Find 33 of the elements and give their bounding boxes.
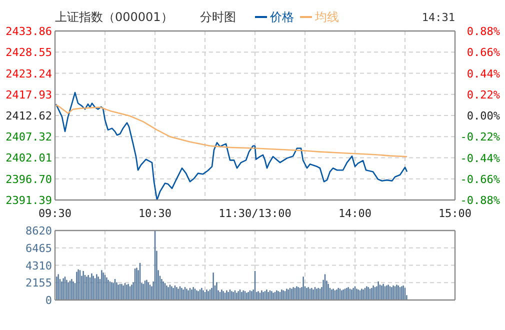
y-tick-label: 0 — [45, 294, 52, 307]
y-tick-label: 2412.62 — [6, 110, 52, 123]
y2-tick-label: 0.66% — [466, 46, 500, 60]
text: 14:31 — [422, 11, 455, 24]
y-tick-label: 2433.86 — [6, 25, 52, 38]
y-tick-label: 6465 — [26, 242, 52, 255]
y-tick-label: 4310 — [26, 259, 52, 272]
y2-tick-label: -0.44% — [460, 152, 500, 165]
y-tick-label: 2402.01 — [6, 152, 52, 165]
y2-tick-label: -0.22% — [460, 130, 500, 144]
y2-tick-label: 0.44% — [466, 67, 500, 80]
x-tick-label: 15:00 — [438, 207, 472, 220]
y2-tick-label: 0.00% — [466, 110, 500, 122]
y-tick-label: 2396.70 — [6, 172, 52, 186]
x-tick-label: 11:30/13:00 — [218, 207, 292, 220]
legend-label: 均线 — [314, 10, 339, 24]
x-tick-label: 10:30 — [138, 207, 172, 220]
y2-tick-label: -0.88% — [460, 194, 500, 207]
x-tick-label: 14:00 — [338, 207, 372, 220]
y2-tick-label: 0.22% — [466, 88, 500, 102]
legend-label: 价格 — [269, 10, 294, 24]
y-tick-label: 2428.55 — [6, 46, 52, 60]
y2-tick-label: -0.66% — [460, 172, 500, 186]
y-tick-label: 2423.24 — [6, 67, 52, 80]
chart-subtitle: 分时图 — [200, 10, 236, 24]
y-tick-label: 2417.93 — [6, 88, 52, 102]
y-tick-label: 2155 — [26, 276, 52, 290]
y-tick-label: 8620 — [26, 224, 52, 238]
x-tick-label: 09:30 — [38, 207, 72, 220]
y-tick-label: 2391.39 — [6, 194, 52, 207]
chart-title: 上证指数（000001） — [55, 10, 173, 24]
y2-tick-label: 0.88% — [466, 25, 500, 38]
y-tick-label: 2407.32 — [6, 130, 52, 144]
